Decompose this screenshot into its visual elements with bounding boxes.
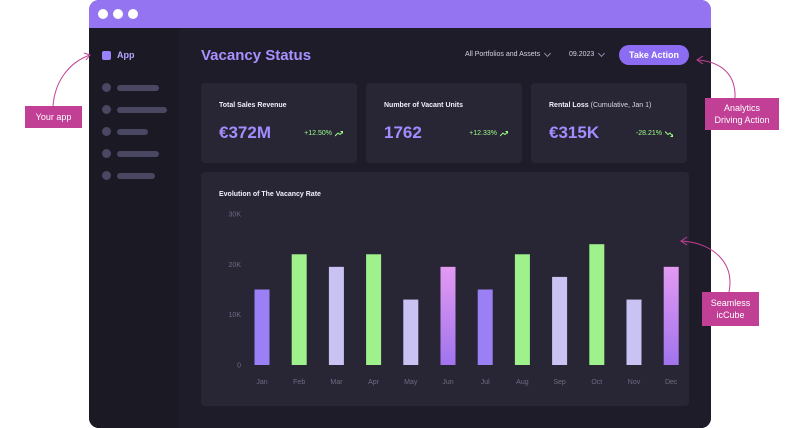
kpi-value: 1762 bbox=[384, 123, 422, 142]
annotation-your-app: Your app bbox=[25, 106, 82, 128]
placeholder-label bbox=[117, 172, 155, 179]
placeholder-icon bbox=[102, 83, 111, 92]
main-content: Vacancy Status All Portfolios and Assets… bbox=[179, 28, 711, 428]
bar-mar[interactable] bbox=[328, 266, 344, 365]
x-tick-label: Jul bbox=[481, 379, 490, 386]
portfolio-filter[interactable]: All Portfolios and Assets bbox=[465, 49, 552, 58]
x-tick-label: Feb bbox=[293, 379, 305, 386]
y-tick-label: 20K bbox=[229, 262, 242, 269]
app-icon bbox=[102, 50, 111, 60]
sidebar-item-app[interactable]: App bbox=[102, 50, 135, 60]
take-action-button[interactable]: Take Action bbox=[619, 45, 689, 65]
bar-oct[interactable] bbox=[589, 244, 605, 365]
x-tick-label: Jan bbox=[256, 379, 267, 386]
window-dot-2[interactable] bbox=[113, 9, 123, 19]
x-tick-label: May bbox=[404, 379, 418, 386]
trend-up-icon bbox=[335, 130, 343, 136]
y-tick-label: 30K bbox=[229, 212, 242, 219]
placeholder-label bbox=[117, 106, 167, 113]
x-tick-label: Nov bbox=[628, 379, 641, 386]
x-tick-label: Mar bbox=[330, 379, 343, 386]
kpi-card-vacant-units[interactable]: Number of Vacant Units 1762 +12.33% bbox=[366, 83, 522, 163]
x-tick-label: Dec bbox=[665, 379, 678, 386]
kpi-title: Number of Vacant Units bbox=[384, 102, 463, 109]
x-tick-label: Apr bbox=[368, 379, 380, 386]
sidebar-item-placeholder[interactable] bbox=[102, 127, 148, 136]
kpi-title: Rental Loss (Cumulative, Jan 1) bbox=[549, 102, 652, 109]
placeholder-icon bbox=[102, 127, 111, 136]
kpi-value: €372M bbox=[219, 123, 271, 142]
portfolio-filter-label: All Portfolios and Assets bbox=[465, 51, 541, 58]
date-filter[interactable]: 09.2023 bbox=[569, 49, 606, 58]
bar-jan[interactable] bbox=[254, 289, 270, 366]
trend-down-icon bbox=[665, 130, 673, 137]
window-dot-3[interactable] bbox=[128, 9, 138, 19]
kpi-card-sales-revenue[interactable]: Total Sales Revenue €372M +12.50% bbox=[201, 83, 357, 163]
bar-sep[interactable] bbox=[552, 276, 568, 365]
bar-dec[interactable] bbox=[663, 266, 679, 365]
bar-nov[interactable] bbox=[626, 299, 642, 365]
placeholder-icon bbox=[102, 105, 111, 114]
bar-jul[interactable] bbox=[477, 289, 493, 366]
kpi-change-value: +12.33% bbox=[469, 130, 497, 137]
bar-apr[interactable] bbox=[366, 254, 382, 365]
annotation-analytics: Analytics Driving Action bbox=[705, 98, 779, 130]
y-tick-label: 10K bbox=[229, 312, 242, 319]
date-filter-label: 09.2023 bbox=[569, 51, 595, 58]
kpi-change: +12.50% bbox=[304, 130, 343, 137]
sidebar-item-placeholder[interactable] bbox=[102, 171, 155, 180]
bar-jun[interactable] bbox=[440, 266, 456, 365]
sidebar: App bbox=[89, 28, 179, 428]
trend-up-icon bbox=[500, 130, 508, 136]
chevron-down-icon bbox=[544, 49, 552, 57]
your-app-arrow bbox=[52, 54, 91, 107]
placeholder-label bbox=[117, 128, 148, 135]
vacancy-rate-chart: Evolution of The Vacancy Rate 0 10K 20K 30K… bbox=[201, 172, 689, 406]
kpi-change-value: -28.21% bbox=[635, 130, 662, 137]
placeholder-icon bbox=[102, 171, 111, 180]
title-bar bbox=[89, 0, 711, 28]
kpi-change: +12.33% bbox=[469, 130, 508, 137]
sidebar-item-label: App bbox=[117, 50, 135, 60]
placeholder-label bbox=[117, 150, 159, 157]
x-tick-label: Oct bbox=[591, 379, 602, 386]
bar-feb[interactable] bbox=[291, 254, 307, 365]
x-tick-label: Sep bbox=[553, 379, 566, 386]
kpi-card-rental-loss[interactable]: Rental Loss (Cumulative, Jan 1) €315K -2… bbox=[531, 83, 687, 163]
bar-aug[interactable] bbox=[514, 254, 530, 365]
x-tick-label: Aug bbox=[516, 379, 529, 386]
y-tick-label: 0 bbox=[237, 363, 241, 370]
kpi-value: €315K bbox=[549, 123, 600, 142]
chart-title: Evolution of The Vacancy Rate bbox=[219, 191, 321, 198]
bar-chart: 0 10K 20K 30K Jan Feb Mar Apr May Jun Jul Aug Sep Oct… bbox=[229, 212, 679, 386]
page-title: Vacancy Status bbox=[201, 47, 312, 64]
placeholder-label bbox=[117, 84, 159, 91]
x-tick-label: Jun bbox=[442, 379, 453, 386]
app-window: App Vacancy Status All Portfolios and As… bbox=[89, 0, 711, 428]
sidebar-item-placeholder[interactable] bbox=[102, 105, 167, 114]
kpi-title: Total Sales Revenue bbox=[219, 102, 287, 109]
bar-may[interactable] bbox=[403, 299, 419, 365]
sidebar-item-placeholder[interactable] bbox=[102, 83, 159, 92]
placeholder-icon bbox=[102, 149, 111, 158]
kpi-change: -28.21% bbox=[636, 130, 673, 137]
window-dot-1[interactable] bbox=[98, 9, 108, 19]
chevron-down-icon bbox=[598, 49, 606, 57]
sidebar-item-placeholder[interactable] bbox=[102, 149, 159, 158]
kpi-change-value: +12.50% bbox=[304, 130, 332, 137]
annotation-seamless: Seamless icCube bbox=[702, 292, 759, 326]
